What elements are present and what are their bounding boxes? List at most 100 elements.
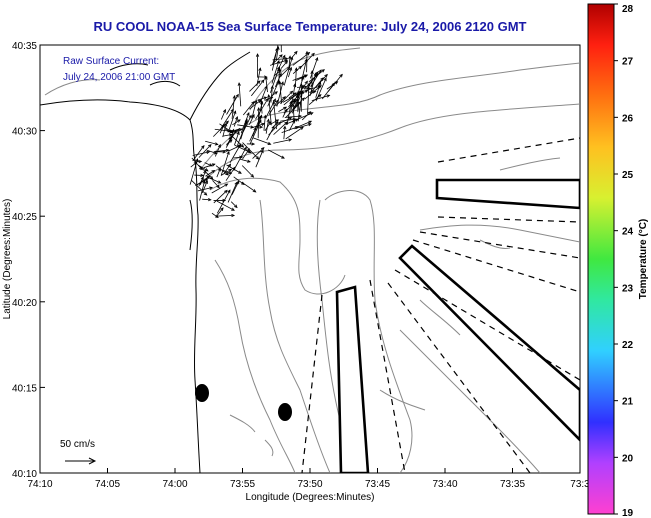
current-vector — [285, 126, 304, 140]
colorbar-tick-label: 20 — [622, 453, 634, 464]
y-axis-label: Latitude (Degrees:Minutes) — [2, 199, 13, 320]
current-vector — [273, 101, 277, 130]
current-vector-head — [227, 189, 231, 194]
scale-arrow — [65, 457, 97, 465]
map-title: RU COOL NOAA-15 Sea Surface Temperature:… — [93, 19, 527, 34]
current-vector — [238, 82, 242, 107]
current-vector-head — [267, 141, 272, 145]
current-vector-head — [300, 126, 304, 130]
current-vector-head — [230, 108, 234, 113]
current-vector — [201, 180, 208, 194]
current-vector — [240, 119, 248, 140]
current-vector — [281, 126, 299, 133]
current-vector-head — [237, 144, 242, 148]
current-vector — [282, 93, 300, 103]
current-vector — [310, 69, 322, 87]
current-vector-head — [292, 98, 296, 102]
current-vector-head — [321, 69, 325, 73]
x-tick-label: 74:05 — [95, 479, 120, 490]
current-vector-head — [250, 174, 255, 178]
current-vector — [212, 180, 220, 188]
current-vector — [198, 144, 212, 158]
current-vector-head — [201, 144, 205, 149]
current-vector-head — [243, 146, 247, 151]
current-vector — [304, 85, 322, 100]
x-tick-label: 73:40 — [432, 479, 457, 490]
current-vector — [249, 99, 261, 110]
current-vector — [288, 56, 291, 67]
current-vector — [283, 57, 293, 86]
current-vector-head — [263, 96, 268, 100]
current-vector — [294, 123, 312, 130]
current-vector — [216, 200, 235, 211]
current-vector-head — [304, 80, 308, 85]
current-vector — [249, 119, 262, 145]
current-vector — [266, 126, 275, 141]
current-vector — [275, 73, 282, 88]
current-vector — [241, 182, 256, 193]
radial-dashed-lines — [301, 137, 580, 473]
current-vector-head — [289, 90, 294, 95]
current-vector — [292, 104, 295, 121]
current-vector — [283, 126, 286, 140]
current-vector-head — [296, 92, 301, 97]
current-vector-head — [279, 54, 283, 58]
current-vector-head — [204, 178, 209, 182]
current-vector-head — [252, 189, 257, 193]
current-vector — [213, 190, 228, 204]
current-vector-head — [251, 114, 255, 118]
transect-boxes — [335, 178, 580, 473]
colorbar-tick-label: 22 — [622, 340, 634, 351]
current-vector-head — [222, 198, 227, 203]
surface-current-vectors — [189, 45, 343, 218]
current-vector-head — [301, 75, 305, 80]
x-tick-label: 73:45 — [365, 479, 390, 490]
x-axis-ticks: 74:10 74:05 74:00 73:55 73:50 73:45 73:40 73:35… — [27, 468, 590, 490]
current-vector — [203, 163, 215, 169]
current-vector — [286, 101, 292, 126]
current-vector-head — [237, 82, 241, 86]
current-vector — [242, 115, 252, 132]
current-vector-head — [266, 118, 270, 123]
current-vector-head — [232, 94, 236, 99]
current-vector-head — [224, 183, 229, 187]
current-vector-head — [236, 131, 240, 135]
current-vector-head — [315, 71, 319, 75]
current-vector-head — [281, 155, 285, 159]
colorbar-label: Temperature (°C) — [638, 219, 649, 300]
current-vector — [252, 147, 265, 159]
current-vector-head — [284, 108, 288, 113]
current-vector — [202, 198, 211, 201]
current-vector — [271, 60, 280, 84]
current-vector-head — [225, 172, 229, 176]
x-tick-label: 73:35 — [500, 479, 525, 490]
current-vector — [191, 157, 203, 170]
current-vector-head — [326, 94, 331, 98]
current-vector — [248, 114, 255, 125]
current-vector — [241, 165, 254, 178]
site-marker — [278, 403, 292, 421]
current-vector — [285, 118, 299, 125]
current-vector — [205, 140, 218, 145]
current-vector-head — [260, 79, 265, 84]
current-vector — [233, 147, 247, 171]
current-vector — [206, 149, 217, 154]
current-vector — [251, 100, 257, 118]
colorbar-tick-label: 28 — [622, 4, 634, 15]
current-vector-head — [254, 99, 258, 104]
current-vector-head — [300, 90, 304, 95]
current-vector — [249, 80, 261, 92]
current-vector-head — [258, 67, 262, 72]
current-vector — [270, 66, 280, 94]
current-vector-head — [307, 123, 312, 127]
current-vector-head — [276, 45, 280, 50]
current-vector — [283, 101, 296, 114]
current-vector-head — [274, 91, 278, 95]
y-tick-label: 40:20 — [12, 298, 37, 309]
current-vector — [197, 187, 213, 192]
current-vector — [230, 129, 234, 139]
current-vector — [273, 139, 292, 144]
current-vector — [306, 71, 319, 89]
current-vector-head — [229, 130, 234, 134]
current-vector-head — [288, 117, 293, 121]
